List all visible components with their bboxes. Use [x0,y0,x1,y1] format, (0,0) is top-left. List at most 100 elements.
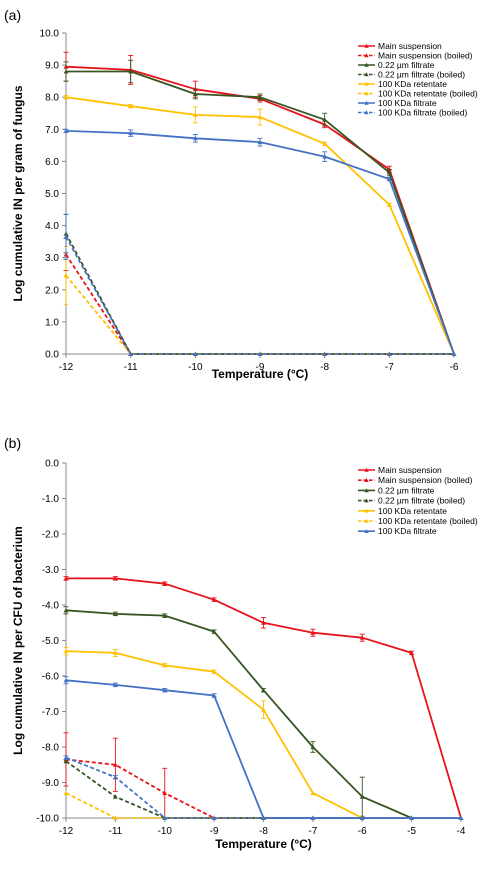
data-point [211,597,217,602]
x-tick-label: -10 [188,362,203,373]
x-tick-label: -9 [256,362,265,373]
data-point [386,170,392,175]
y-tick-label: -5.0 [42,636,60,647]
data-point [257,114,263,120]
legend-entry: 0.22 µm filtrate (boiled) [378,70,465,80]
x-tick-label: -8 [259,826,268,837]
legend-marker [364,529,369,533]
data-point [112,774,118,780]
data-point [310,790,316,796]
legend-marker [364,81,369,86]
data-point [310,815,316,820]
legend-marker [364,43,369,48]
data-point [63,648,69,654]
data-point [128,103,134,109]
data-point [359,815,365,820]
y-tick-label: 5.0 [45,189,59,200]
data-point [63,677,69,683]
legend-marker [364,488,369,493]
data-point [192,351,198,356]
y-tick-label: 7.0 [45,125,59,136]
y-tick-label: -10.0 [36,814,59,825]
chart-panel-1: (a) 0.0 1.0 2.0 3.0 4.0 5.0 6.0 7.0 8.0 9.0 10.0 -12… [4,7,478,381]
data-point [128,130,134,136]
legend-entry: 100 KDa filtrate [378,98,437,108]
y-tick-label: 10.0 [40,29,60,40]
y-tick-label: 2.0 [45,285,59,296]
legend-marker [364,518,369,523]
legend-marker [364,508,369,513]
y-tick-label: -6.0 [42,672,60,683]
legend-entry: 100 KDa retentate [378,506,447,516]
legend-marker [364,478,369,482]
x-tick-label: -11 [109,826,123,837]
data-point [63,272,69,278]
x-tick-label: -7 [385,362,394,373]
chart-panel-2: (b) 0.0 -1.0 -2.0 -3.0 -4.0 -5.0 -6.0 -7.0 -8.0 -9… [4,435,478,851]
legend-marker [364,467,369,472]
data-point [112,794,118,799]
series-7 [63,128,457,356]
series-line [65,254,454,355]
y-tick-label: -4.0 [42,601,60,612]
data-point [409,650,415,655]
y-tick-label: -8.0 [42,743,60,754]
panel-label: (b) [4,435,21,451]
series-line [65,756,461,819]
data-point [128,351,134,356]
data-point [322,117,328,122]
data-point [257,94,263,100]
data-point [112,611,118,616]
x-tick-label: -9 [210,826,219,837]
data-point [322,154,328,159]
data-point [359,794,365,799]
x-tick-label: -12 [59,362,74,373]
x-tick-label: -10 [158,826,173,837]
legend-entry: 100 KDa retentate (boiled) [378,516,478,526]
data-point [162,662,168,668]
series-line [65,96,455,355]
data-point [63,790,69,796]
y-tick-label: 9.0 [45,61,59,72]
y-tick-label: 0.0 [45,459,59,470]
series-line [65,650,461,819]
x-tick-label: -7 [308,826,317,837]
y-axis-label: Log cumulative IN per gram of fungus [11,85,25,301]
data-point [162,815,168,820]
legend-marker [364,110,369,115]
y-tick-label: -3.0 [42,565,60,576]
series-line [65,130,455,355]
data-point [451,351,457,356]
series-1 [63,575,464,820]
legend-marker [364,62,369,67]
data-point [112,762,118,767]
data-point [128,69,134,74]
data-point [162,687,168,693]
data-point [261,707,266,712]
legend-entry: Main suspension (boiled) [378,51,473,61]
y-tick-label: -9.0 [42,778,60,789]
data-point [63,758,69,764]
legend-marker [364,100,369,105]
data-point [409,815,415,820]
data-point [162,790,168,796]
legend-entry: Main suspension [378,465,442,475]
data-point [322,351,328,356]
data-point [63,575,69,581]
data-point [257,139,263,145]
data-point [310,744,316,749]
y-tick-label: 0.0 [45,350,59,361]
legend-entry: 0.22 µm filtrate (boiled) [378,496,465,506]
series-4 [63,758,464,820]
y-tick-label: 8.0 [45,93,59,104]
legend-entry: Main suspension [378,41,442,51]
legend-entry: 100 KDa retentate [378,79,447,89]
panel-label: (a) [4,7,21,23]
x-tick-label: -11 [124,362,138,373]
series-7 [63,676,464,820]
series-line [65,236,454,355]
data-point [112,575,118,581]
legend-entry: 0.22 µm filtrate [378,60,435,70]
series-8 [63,755,464,820]
